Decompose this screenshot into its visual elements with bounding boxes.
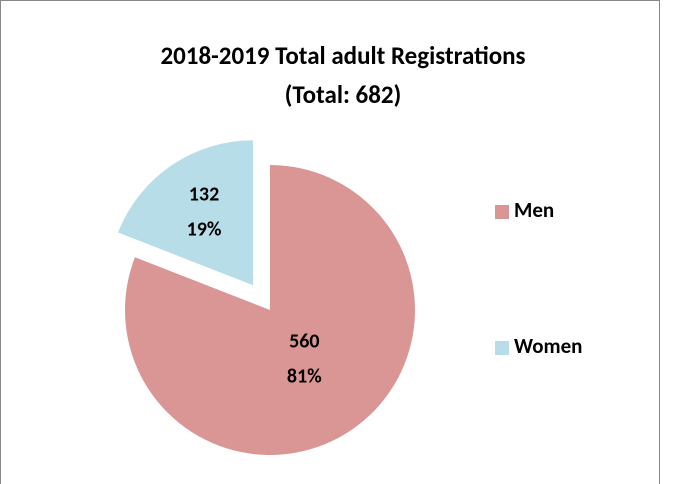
data-label: 19%: [187, 218, 222, 242]
pie-slice: [118, 140, 254, 286]
pie-slice: [124, 165, 415, 455]
chart-title: 2018-2019 Total adult Registrations: [160, 40, 525, 71]
data-label: 560: [289, 330, 319, 354]
legend-label: Women: [514, 333, 582, 359]
legend-swatch: [495, 341, 509, 355]
data-label: 81%: [287, 365, 322, 389]
legend-label: Men: [514, 197, 554, 223]
legend-swatch: [495, 205, 509, 219]
data-label: 132: [189, 183, 219, 207]
chart-subtitle: (Total: 682): [285, 79, 402, 110]
